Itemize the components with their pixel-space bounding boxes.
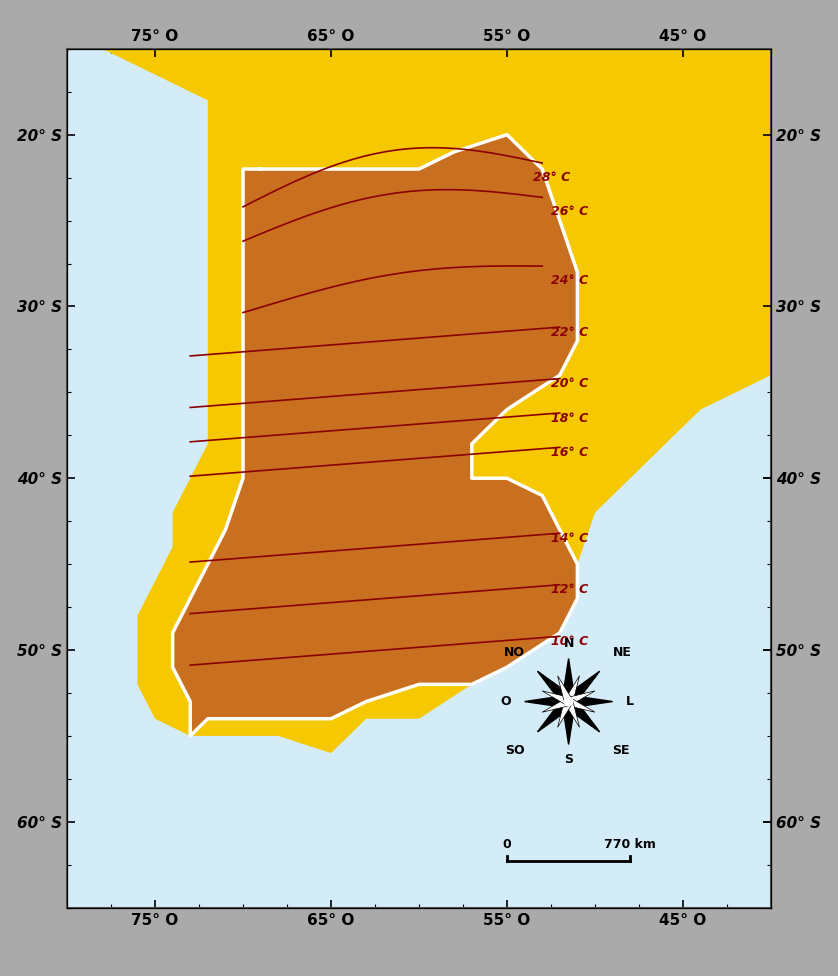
Text: 12° C: 12° C bbox=[551, 584, 588, 596]
Text: N: N bbox=[563, 637, 574, 650]
Polygon shape bbox=[565, 675, 580, 703]
Polygon shape bbox=[67, 49, 771, 908]
Polygon shape bbox=[562, 659, 575, 702]
Polygon shape bbox=[537, 697, 573, 732]
Text: O: O bbox=[501, 695, 511, 708]
Text: L: L bbox=[626, 695, 634, 708]
Text: NO: NO bbox=[504, 645, 525, 659]
Polygon shape bbox=[537, 671, 573, 706]
Polygon shape bbox=[564, 671, 600, 706]
Text: 28° C: 28° C bbox=[533, 171, 571, 184]
Circle shape bbox=[564, 697, 573, 706]
Polygon shape bbox=[542, 698, 571, 712]
Polygon shape bbox=[566, 691, 595, 706]
Polygon shape bbox=[568, 695, 613, 708]
Text: 22° C: 22° C bbox=[551, 326, 588, 339]
Text: SE: SE bbox=[613, 745, 630, 757]
Text: SO: SO bbox=[505, 745, 525, 757]
Text: 770 km: 770 km bbox=[604, 838, 656, 851]
Polygon shape bbox=[557, 675, 572, 703]
Text: 26° C: 26° C bbox=[551, 206, 588, 219]
Polygon shape bbox=[566, 698, 595, 712]
Text: 16° C: 16° C bbox=[551, 446, 588, 459]
Text: 18° C: 18° C bbox=[551, 412, 588, 425]
Polygon shape bbox=[557, 700, 572, 727]
Text: NE: NE bbox=[613, 645, 632, 659]
Text: 14° C: 14° C bbox=[551, 532, 588, 545]
Polygon shape bbox=[565, 700, 580, 727]
Text: 10° C: 10° C bbox=[551, 635, 588, 648]
Text: S: S bbox=[564, 753, 573, 766]
Text: 0: 0 bbox=[503, 838, 511, 851]
Polygon shape bbox=[173, 135, 577, 736]
Polygon shape bbox=[562, 702, 575, 745]
Text: 20° C: 20° C bbox=[551, 378, 588, 390]
Text: 24° C: 24° C bbox=[551, 274, 588, 287]
Polygon shape bbox=[564, 697, 600, 732]
Polygon shape bbox=[542, 691, 571, 706]
Polygon shape bbox=[67, 49, 771, 753]
Polygon shape bbox=[525, 695, 568, 708]
Polygon shape bbox=[566, 675, 595, 705]
